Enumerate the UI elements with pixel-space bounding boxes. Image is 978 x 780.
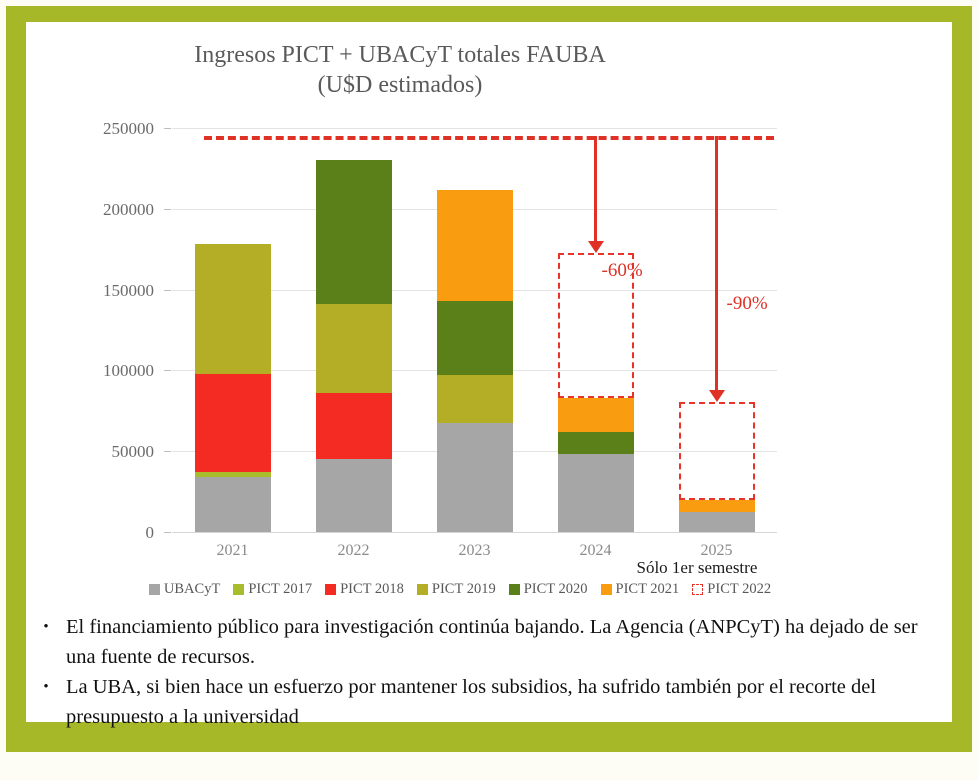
legend-item-pict-2019[interactable]: PICT 2019: [416, 581, 496, 597]
bar-segment-pict-2021[interactable]: [436, 190, 513, 301]
semestre-note: Sólo 1er semestre: [636, 558, 758, 577]
bar-2023[interactable]: [436, 128, 513, 532]
drop-2024-label: -60%: [601, 260, 643, 282]
bar-segment-ubacyt[interactable]: [315, 459, 392, 532]
legend-swatch-icon: [600, 584, 612, 595]
legend-item-pict-2018[interactable]: PICT 2018: [325, 582, 404, 597]
y-axis-tick-label: 100000: [103, 361, 154, 381]
chart-title: Ingresos PICT + UBACyT totales FAUBA (U$…: [120, 40, 680, 100]
legend-label: PICT 2018: [340, 581, 404, 597]
legend-item-ubacyt[interactable]: UBACyT: [148, 581, 221, 597]
bar-segment-pict-2021[interactable]: [557, 397, 634, 432]
y-axis-tick-mark: [164, 532, 171, 533]
chart-plot-area: [172, 128, 777, 533]
bar-segment-pict-2020[interactable]: [557, 431, 634, 454]
drop-2024-arrow-line: [594, 136, 597, 244]
bar-2022[interactable]: [315, 128, 392, 532]
legend-item-pict-2017[interactable]: PICT 2017: [233, 582, 312, 597]
legend-swatch-icon: [416, 584, 428, 595]
bar-segment-ubacyt[interactable]: [678, 511, 755, 532]
bar-segment-pict-2018[interactable]: [194, 374, 271, 472]
bar-segment-pict-2021[interactable]: [678, 500, 755, 512]
bullet-item: • El financiamiento público para investig…: [26, 612, 952, 672]
bar-2024[interactable]: [557, 128, 634, 532]
y-axis-tick-label: 150000: [103, 280, 154, 300]
drop-2025-arrow-head: [708, 389, 725, 402]
gridline: [172, 128, 777, 129]
legend-item-pict-2021[interactable]: PICT 2021: [600, 581, 680, 597]
legend-label: PICT 2020: [523, 581, 588, 597]
legend-item-pict-2020[interactable]: PICT 2020: [508, 581, 588, 597]
bullet-item: • La UBA, si bien hace un esfuerzo por ma…: [26, 672, 952, 732]
bar-segment-pict-2019[interactable]: [315, 304, 392, 394]
x-axis-tick-label-2023: 2023: [458, 542, 491, 559]
reference-line: [204, 136, 774, 141]
legend-label: PICT 2022: [707, 581, 772, 597]
bar-segment-pict-2017[interactable]: [194, 471, 271, 478]
legend-swatch-icon: [325, 584, 337, 595]
legend-swatch-icon: [508, 584, 520, 595]
bullet-text: El financiamiento público para investiga…: [66, 616, 918, 668]
y-axis-tick-mark: [164, 370, 171, 372]
y-axis-tick-label: 200000: [103, 199, 154, 219]
bar-segment-pict-2022[interactable]: [678, 401, 755, 501]
chart-legend: UBACyT PICT 2017 PICT 2018 PICT 2019 PICT 20…: [120, 582, 800, 597]
gridline: [172, 532, 777, 533]
y-axis-tick-mark: [164, 289, 171, 291]
x-axis-tick-label-2024: 2024: [579, 542, 612, 559]
bullet-marker-icon: •: [43, 679, 49, 695]
legend-swatch-icon: [148, 584, 160, 595]
bar-segment-pict-2022[interactable]: [557, 253, 634, 398]
y-axis-tick-mark: [164, 451, 171, 453]
y-axis-tick-mark: [164, 208, 171, 210]
x-axis-tick-label-2025: 2025: [700, 542, 733, 559]
legend-label: UBACyT: [163, 581, 221, 597]
bullet-list: • El financiamiento público para investig…: [26, 612, 952, 732]
chart-title-line1: Ingresos PICT + UBACyT totales FAUBA: [194, 42, 606, 68]
bar-segment-pict-2020[interactable]: [315, 159, 392, 305]
bar-segment-pict-2019[interactable]: [194, 243, 271, 375]
y-axis-tick-label: 250000: [103, 119, 154, 138]
bar-segment-ubacyt[interactable]: [436, 422, 513, 532]
legend-item-pict-2022[interactable]: PICT 2022: [692, 582, 771, 597]
x-axis-tick-label-2022: 2022: [337, 542, 370, 559]
drop-2025-arrow-line: [715, 136, 718, 392]
bar-2021[interactable]: [194, 128, 271, 532]
drop-2024-arrow-head: [587, 241, 604, 254]
legend-label: PICT 2019: [431, 581, 496, 597]
y-axis-tick-mark: [164, 128, 171, 129]
bar-2025[interactable]: [678, 128, 755, 532]
bar-segment-pict-2020[interactable]: [436, 300, 513, 376]
x-axis-tick-label-2021: 2021: [216, 542, 249, 559]
bullet-text: La UBA, si bien hace un esfuerzo por man…: [66, 676, 877, 728]
bar-segment-ubacyt[interactable]: [194, 477, 271, 532]
bar-segment-pict-2019[interactable]: [436, 375, 513, 423]
bullet-marker-icon: •: [43, 619, 49, 635]
legend-label: PICT 2017: [248, 581, 313, 597]
chart-title-line2: (U$D estimados): [317, 72, 483, 98]
legend-swatch-icon: [233, 584, 245, 595]
drop-2025-label: -90%: [726, 292, 768, 314]
y-axis-tick-label: 50000: [111, 442, 155, 462]
y-axis-tick-label: 0: [145, 523, 155, 542]
bar-segment-ubacyt[interactable]: [557, 453, 634, 532]
legend-label: PICT 2021: [615, 581, 680, 597]
legend-swatch-icon: [692, 584, 704, 595]
bar-segment-pict-2018[interactable]: [315, 393, 392, 460]
